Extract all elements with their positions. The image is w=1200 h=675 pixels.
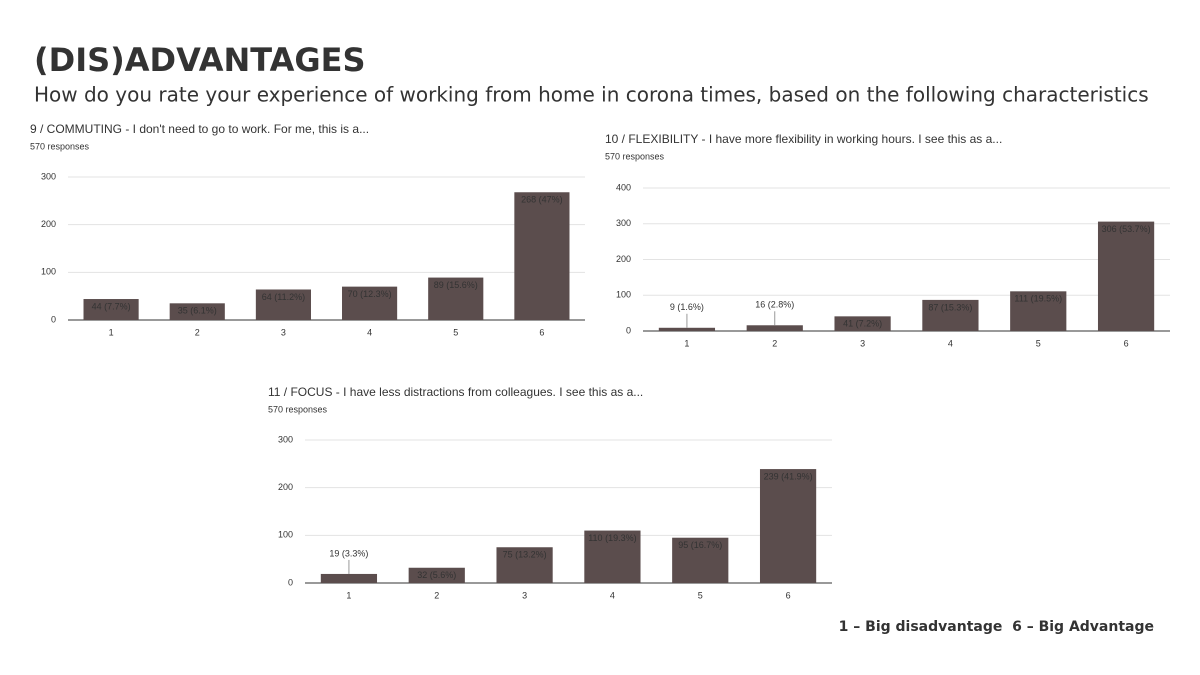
y-tick-label: 100 xyxy=(41,267,56,277)
x-tick-label: 2 xyxy=(772,338,777,348)
bar xyxy=(408,567,465,583)
x-tick-label: 1 xyxy=(346,590,351,600)
x-tick-label: 6 xyxy=(786,590,791,600)
bar xyxy=(514,192,570,320)
bar xyxy=(496,547,553,583)
value-label: 41 (7.2%) xyxy=(843,319,882,329)
y-tick-label: 200 xyxy=(616,254,631,264)
bar xyxy=(320,573,378,583)
chart-subtitle: 570 responses xyxy=(30,141,90,151)
bar xyxy=(922,299,979,331)
value-label: 268 (47%) xyxy=(521,195,563,205)
y-tick-label: 100 xyxy=(616,290,631,300)
x-tick-label: 4 xyxy=(948,338,953,348)
value-label: 70 (12.3%) xyxy=(348,289,392,299)
y-tick-label: 400 xyxy=(616,182,631,192)
value-label: 44 (7.7%) xyxy=(92,301,131,311)
bar xyxy=(83,299,139,320)
chart-title: 11 / FOCUS - I have less distractions fr… xyxy=(268,385,643,399)
value-label: 306 (53.7%) xyxy=(1102,224,1151,234)
bar xyxy=(759,469,817,583)
x-tick-label: 5 xyxy=(1036,338,1041,348)
value-label: 35 (6.1%) xyxy=(178,306,217,316)
x-tick-label: 1 xyxy=(684,338,689,348)
slide-title: (DIS)ADVANTAGES xyxy=(34,41,366,79)
value-label: 9 (1.6%) xyxy=(670,302,704,312)
bar xyxy=(255,289,311,320)
x-tick-label: 5 xyxy=(698,590,703,600)
y-tick-label: 100 xyxy=(278,530,293,540)
value-label: 95 (16.7%) xyxy=(678,540,722,550)
value-label: 64 (11.2%) xyxy=(262,292,305,302)
y-tick-label: 300 xyxy=(278,434,293,444)
x-tick-label: 5 xyxy=(453,327,458,337)
y-tick-label: 0 xyxy=(626,325,631,335)
bar xyxy=(834,316,891,331)
x-tick-label: 4 xyxy=(367,327,372,337)
y-tick-label: 0 xyxy=(288,577,293,587)
value-label: 19 (3.3%) xyxy=(329,548,368,558)
x-tick-label: 3 xyxy=(522,590,527,600)
y-tick-label: 300 xyxy=(616,218,631,228)
chart-title: 9 / COMMUTING - I don't need to go to wo… xyxy=(30,122,369,136)
x-tick-label: 6 xyxy=(539,327,544,337)
bar xyxy=(584,530,641,583)
value-label: 239 (41.9%) xyxy=(764,471,813,481)
chart-subtitle: 570 responses xyxy=(268,404,328,414)
bar xyxy=(746,325,803,331)
footnote: 1 – Big disadvantage 6 – Big Advantage xyxy=(839,619,1154,635)
bar xyxy=(342,286,398,320)
bar xyxy=(672,537,729,583)
value-label: 16 (2.8%) xyxy=(755,300,794,310)
value-label: 75 (13.2%) xyxy=(503,550,547,560)
x-tick-label: 4 xyxy=(610,590,615,600)
value-label: 89 (15.6%) xyxy=(434,280,478,290)
bar xyxy=(428,277,484,320)
value-label: 32 (5.6%) xyxy=(417,570,456,580)
y-tick-label: 200 xyxy=(41,219,56,229)
y-tick-label: 0 xyxy=(51,314,56,324)
y-tick-label: 300 xyxy=(41,171,56,181)
chart-subtitle: 570 responses xyxy=(605,151,665,161)
x-tick-label: 3 xyxy=(860,338,865,348)
x-tick-label: 2 xyxy=(195,327,200,337)
value-label: 110 (19.3%) xyxy=(588,533,636,543)
y-tick-label: 200 xyxy=(278,482,293,492)
slide-subtitle: How do you rate your experience of worki… xyxy=(34,83,1149,107)
x-tick-label: 6 xyxy=(1124,338,1129,348)
x-tick-label: 3 xyxy=(281,327,286,337)
x-tick-label: 2 xyxy=(434,590,439,600)
value-label: 87 (15.3%) xyxy=(928,302,972,312)
bar xyxy=(1010,291,1067,331)
bar xyxy=(1097,221,1155,331)
chart-title: 10 / FLEXIBILITY - I have more flexibili… xyxy=(605,132,1002,146)
value-label: 111 (19.5%) xyxy=(1014,294,1062,304)
bar xyxy=(169,303,225,320)
x-tick-label: 1 xyxy=(109,327,114,337)
bar xyxy=(658,327,716,331)
